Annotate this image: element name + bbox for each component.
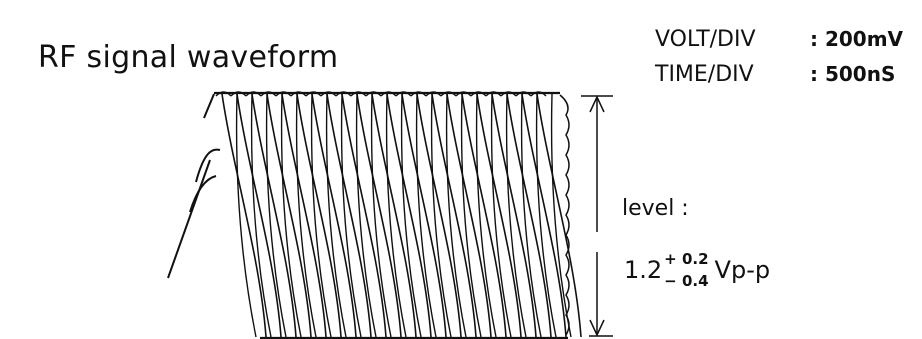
- eye-trace-stroke: [536, 93, 582, 338]
- time-div-value: : 500nS: [810, 62, 896, 86]
- level-tolerance: + 0.2 − 0.4: [664, 248, 708, 292]
- eye-trace-cross-stroke: [445, 93, 467, 338]
- eye-trace-stroke: [401, 93, 447, 338]
- leading-hump-2: [195, 148, 221, 183]
- eye-trace-cross-stroke: [520, 93, 542, 338]
- eye-pattern-mesh: [215, 91, 582, 338]
- eye-trace-stroke: [311, 93, 357, 338]
- eye-trace-stroke: [386, 93, 432, 338]
- eye-trace-stroke: [326, 93, 372, 338]
- eye-trace-cross-stroke: [265, 93, 287, 338]
- eye-trace-stroke: [521, 93, 567, 338]
- eye-trace-cross-stroke: [490, 93, 512, 338]
- eye-trace-cross-stroke: [310, 93, 332, 338]
- eye-trace-cross-stroke: [400, 93, 422, 338]
- eye-trace-cross-stroke: [280, 93, 302, 338]
- eye-trace-cross-stroke: [325, 93, 347, 338]
- leading-edge-top: [203, 93, 215, 119]
- time-div-label: TIME/DIV: [655, 62, 754, 87]
- eye-trace-cross-stroke: [250, 93, 272, 338]
- volt-div-value: : 200mV: [810, 27, 904, 51]
- eye-trace-stroke: [431, 93, 477, 338]
- volt-div-setting: VOLT/DIV : 200mV: [655, 22, 903, 57]
- eye-trace-stroke: [476, 93, 522, 338]
- level-arrow-up-head: [589, 95, 605, 113]
- level-label: level :: [622, 196, 689, 221]
- eye-trace-cross-stroke: [475, 93, 497, 338]
- eye-trace-cross-stroke: [385, 93, 407, 338]
- eye-trace-cross-stroke: [370, 93, 392, 338]
- level-tol-minus: − 0.4: [664, 272, 709, 290]
- eye-trace-cross-stroke: [505, 93, 527, 338]
- eye-trace-cross-stroke: [550, 93, 572, 338]
- eye-trace-cross-stroke: [430, 93, 452, 338]
- eye-trace-stroke: [506, 93, 552, 338]
- eye-trace-cross-stroke: [295, 93, 317, 338]
- volt-div-label: VOLT/DIV: [655, 27, 756, 52]
- eye-trace-cross-stroke: [415, 93, 437, 338]
- leading-hump-1: [189, 175, 217, 213]
- eye-trace-cross-stroke: [460, 93, 482, 338]
- level-nominal: 1.2: [624, 256, 663, 284]
- eye-trace-stroke: [251, 93, 297, 338]
- eye-trace-stroke: [356, 93, 402, 338]
- eye-trace-stroke: [446, 93, 492, 338]
- level-arrow-down-head: [589, 319, 605, 337]
- scope-settings: VOLT/DIV : 200mV TIME/DIV : 500nS: [655, 22, 903, 92]
- eye-trace-stroke: [236, 93, 282, 338]
- right-edge-ripple: [559, 94, 570, 336]
- eye-trace-cross-stroke: [355, 93, 377, 338]
- eye-trace-stroke: [491, 93, 537, 338]
- eye-trace-stroke: [221, 93, 267, 338]
- eye-trace-stroke: [281, 93, 327, 338]
- eye-trace-stroke: [341, 93, 387, 338]
- eye-trace-cross-stroke: [235, 93, 257, 338]
- eye-trace-stroke: [266, 93, 312, 338]
- eye-trace-cross-stroke: [340, 93, 362, 338]
- level-value: 1.2 + 0.2 − 0.4 Vp-p: [624, 248, 770, 292]
- eye-trace-stroke: [371, 93, 417, 338]
- rising-edge-trace: [167, 159, 211, 279]
- eye-trace-stroke: [416, 93, 462, 338]
- eye-trace-stroke: [461, 93, 507, 338]
- eye-trace-stroke: [296, 93, 342, 338]
- time-div-setting: TIME/DIV : 500nS: [655, 57, 903, 92]
- level-unit: Vp-p: [714, 256, 771, 284]
- diagram-title: RF signal waveform: [38, 40, 339, 75]
- eye-trace-cross-stroke: [535, 93, 557, 338]
- level-tol-plus: + 0.2: [664, 250, 709, 268]
